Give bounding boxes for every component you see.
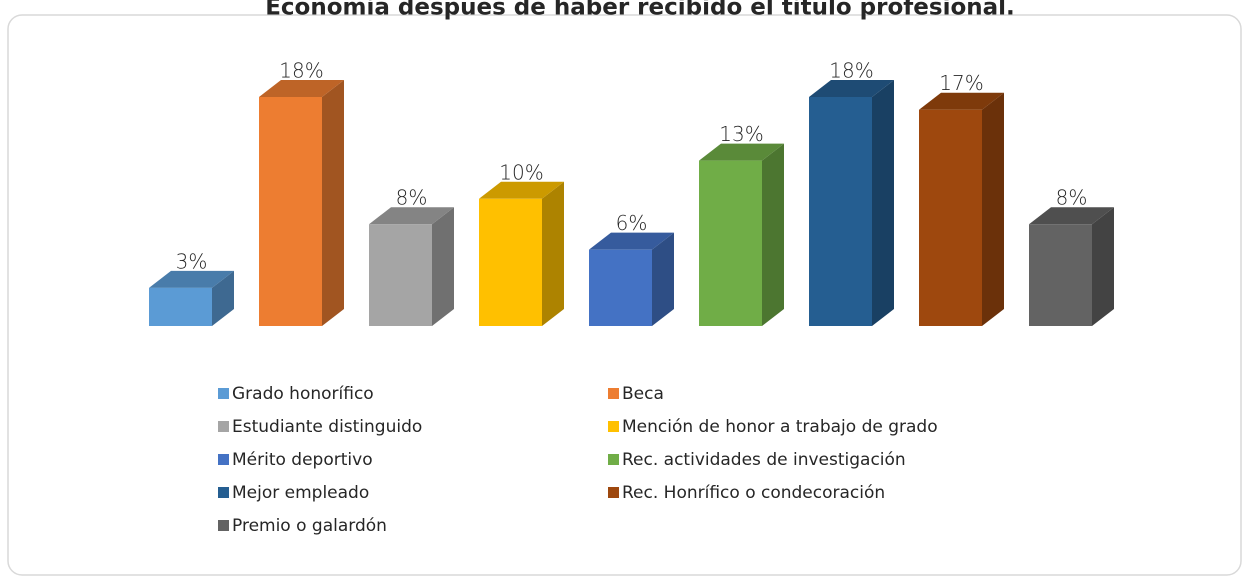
bar-top bbox=[1029, 207, 1114, 225]
bar bbox=[699, 160, 762, 326]
bar-side bbox=[762, 143, 784, 326]
legend-swatch bbox=[218, 487, 229, 498]
data-label: 10% bbox=[499, 160, 543, 184]
data-label: 18% bbox=[279, 59, 323, 83]
data-label: 17% bbox=[939, 71, 983, 95]
bar bbox=[809, 97, 872, 326]
legend-swatch bbox=[218, 421, 229, 432]
legend-label: Mérito deportivo bbox=[232, 450, 373, 470]
legend-swatch bbox=[608, 421, 619, 432]
bar bbox=[259, 97, 322, 326]
bar-top bbox=[479, 181, 564, 199]
data-label: 18% bbox=[829, 59, 873, 83]
legend-label: Grado honorífico bbox=[232, 384, 374, 404]
chart-title: Economía después de haber recibido el tí… bbox=[265, 0, 1015, 21]
bar bbox=[479, 198, 542, 326]
bar-side bbox=[872, 80, 894, 326]
bar bbox=[919, 109, 982, 326]
data-label: 8% bbox=[1056, 186, 1088, 210]
legend-label: Estudiante distinguido bbox=[232, 417, 422, 437]
bar bbox=[589, 249, 652, 326]
bar-top bbox=[919, 92, 1004, 110]
bar-top bbox=[589, 232, 674, 250]
legend-swatch bbox=[608, 454, 619, 465]
bar-side bbox=[652, 232, 674, 326]
bar-side bbox=[1092, 207, 1114, 326]
legend-swatch bbox=[608, 487, 619, 498]
bar-side bbox=[432, 207, 454, 326]
legend-swatch bbox=[218, 454, 229, 465]
bar bbox=[369, 224, 432, 326]
data-label: 6% bbox=[616, 211, 648, 235]
legend-label: Premio o galardón bbox=[232, 516, 387, 536]
data-label: 8% bbox=[396, 186, 428, 210]
legend-label: Rec. Honrífico o condecoración bbox=[622, 483, 885, 503]
legend-swatch bbox=[218, 388, 229, 399]
bar-top bbox=[699, 143, 784, 161]
bar-top bbox=[149, 270, 234, 288]
bar-side bbox=[982, 92, 1004, 326]
bar-top bbox=[809, 80, 894, 97]
bar-side bbox=[322, 80, 344, 326]
bar bbox=[149, 287, 212, 326]
legend-swatch bbox=[218, 520, 229, 531]
data-label: 3% bbox=[176, 249, 208, 273]
bar-top bbox=[259, 80, 344, 97]
legend-label: Mejor empleado bbox=[232, 483, 369, 503]
legend-swatch bbox=[608, 388, 619, 399]
bar bbox=[1029, 224, 1092, 326]
bar-side bbox=[542, 181, 564, 326]
legend-label: Beca bbox=[622, 384, 664, 404]
bar-side bbox=[212, 270, 234, 326]
bar-top bbox=[369, 207, 454, 225]
data-label: 13% bbox=[719, 122, 763, 146]
legend-label: Rec. actividades de investigación bbox=[622, 450, 906, 470]
legend-label: Mención de honor a trabajo de grado bbox=[622, 417, 938, 437]
